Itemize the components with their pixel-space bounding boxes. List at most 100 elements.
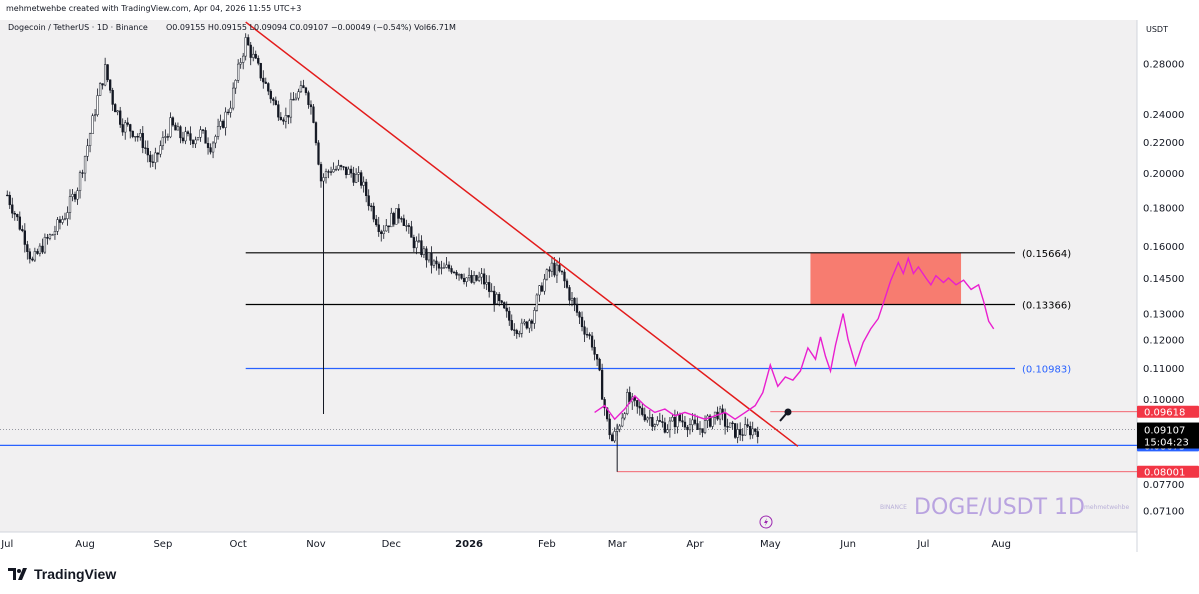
- marker-0-label: 0.09618: [1144, 408, 1185, 419]
- candle-body: [495, 294, 498, 304]
- candle-body: [329, 171, 333, 173]
- candle-body: [480, 273, 483, 278]
- candle-body: [181, 137, 185, 142]
- axis-currency[interactable]: USDT: [1146, 25, 1168, 34]
- candle-body: [242, 55, 245, 63]
- candle-body: [354, 174, 358, 183]
- trendline: [245, 21, 799, 447]
- candle-body: [395, 208, 398, 225]
- candle-body: [362, 181, 365, 186]
- key-icon: [779, 408, 792, 422]
- candle-body: [159, 145, 162, 155]
- candle-body: [6, 194, 9, 197]
- candle-body: [221, 120, 225, 128]
- candle-body: [425, 248, 428, 261]
- candle-body: [580, 316, 584, 328]
- candle-body: [543, 278, 546, 292]
- x-tick-4: Nov: [306, 539, 326, 550]
- x-tick-7: Feb: [538, 539, 556, 550]
- candle-body: [490, 290, 493, 293]
- candle-body: [91, 115, 94, 134]
- candle-body: [447, 264, 451, 269]
- trendline-group: [245, 21, 799, 447]
- candle-body: [510, 320, 513, 330]
- candle-body: [201, 129, 205, 131]
- candle-body: [314, 122, 318, 144]
- candle-body: [708, 415, 712, 427]
- candle-body: [176, 126, 180, 131]
- candle-body: [545, 269, 549, 280]
- candle-body: [151, 161, 154, 163]
- candle-body: [71, 193, 74, 197]
- candle-body: [643, 414, 646, 421]
- marker-0-bg: [1137, 405, 1199, 418]
- candle-body: [693, 419, 697, 424]
- candle-body: [505, 307, 508, 312]
- candle-body: [146, 148, 149, 156]
- candle-body: [565, 280, 569, 288]
- candle-body: [126, 122, 129, 125]
- projection-group: [594, 256, 995, 421]
- candle-body: [621, 417, 624, 427]
- candle-body: [666, 429, 669, 433]
- candle-body: [360, 172, 363, 186]
- candle-body: [713, 411, 717, 418]
- candle-body: [736, 429, 739, 438]
- x-tick-13: Aug: [991, 539, 1011, 550]
- candle-body: [294, 97, 298, 101]
- x-tick-1: Aug: [75, 539, 95, 550]
- candle-body: [53, 231, 57, 235]
- candle-body: [244, 37, 247, 57]
- candle-body: [109, 79, 112, 91]
- candle-body: [488, 282, 491, 292]
- candle-body: [485, 282, 488, 285]
- candle-body: [21, 229, 24, 231]
- candle-body: [154, 152, 157, 163]
- candle-body: [410, 226, 413, 238]
- candle-body: [465, 277, 468, 282]
- x-axis-ticks: Jul Aug Sep Oct Nov Dec 2026 Feb Mar Apr May Jun Jul…: [0, 539, 1011, 550]
- candle-body: [380, 231, 383, 234]
- candle-body: [88, 133, 92, 146]
- candle-body: [219, 120, 222, 127]
- candle-body: [703, 420, 707, 433]
- candle-body: [397, 208, 400, 219]
- candle-body: [317, 142, 320, 165]
- candle-body: [400, 218, 403, 220]
- x-tick-5: Dec: [382, 539, 401, 550]
- y-tick-6: 0.14500: [1143, 274, 1184, 285]
- watermark-pair: DOGE/USDT 1D: [914, 495, 1085, 520]
- candle-body: [749, 425, 752, 436]
- marker-1-bg: [1137, 465, 1199, 478]
- candle-body: [56, 219, 59, 232]
- candle-body: [199, 129, 202, 138]
- candle-body: [214, 136, 217, 144]
- candle-body: [523, 321, 526, 324]
- chart-symbol[interactable]: Dogecoin / TetherUS · 1D · Binance: [8, 23, 148, 32]
- candle-body: [515, 330, 518, 334]
- y-tick-8: 0.12000: [1143, 336, 1184, 347]
- candle-body: [503, 302, 506, 309]
- candle-body: [164, 136, 167, 138]
- candle-body: [292, 99, 295, 101]
- candle-body: [189, 133, 192, 141]
- candle-body: [206, 143, 210, 148]
- x-tick-12: Jul: [916, 539, 929, 550]
- candle-body: [613, 431, 616, 442]
- candle-body: [161, 137, 165, 147]
- candle-body: [23, 230, 26, 245]
- candle-body: [352, 172, 355, 183]
- candle-body: [16, 214, 19, 218]
- candle-body: [656, 420, 659, 425]
- x-tick-11: Jun: [839, 539, 856, 550]
- tradingview-logo[interactable]: TradingView: [8, 566, 116, 582]
- candle-body: [570, 297, 574, 301]
- candle-body: [422, 248, 426, 256]
- candle-body: [455, 272, 458, 276]
- candle-body: [111, 90, 114, 105]
- candle-body: [93, 114, 97, 116]
- candle-body: [196, 137, 200, 141]
- candle-body: [445, 264, 448, 268]
- candle-body: [319, 164, 323, 182]
